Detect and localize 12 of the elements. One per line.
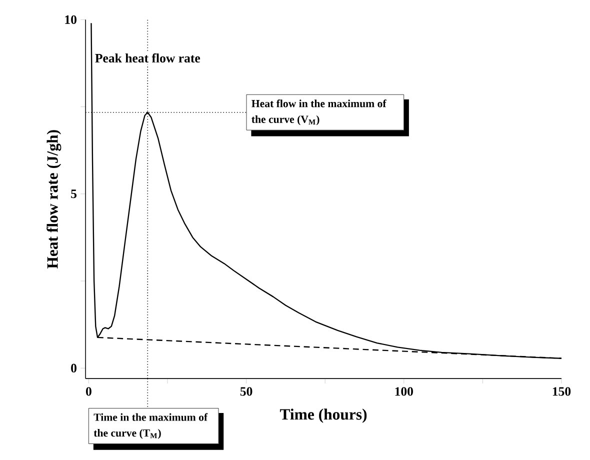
x-axis-title: Time (hours) [280, 408, 367, 423]
y-tick-label: 10 [65, 15, 76, 24]
y-tick-label: 0 [71, 364, 76, 372]
y-tick-label: 5 [71, 190, 76, 198]
ref-line-label: Heat flow in the maximum of the curve (V$_{M}$) [252, 99, 386, 126]
x-tick-label: 50 [240, 387, 252, 396]
x-tick-label: 0 [86, 387, 92, 396]
annotation: Peak heat flow rate [95, 53, 200, 62]
x-tick-label: 150 [552, 387, 571, 396]
ref-line-label: Time in the maximum of the curve (T$_{M}$) [94, 413, 208, 439]
y-axis-title: Heat flow rate (J/gh) [46, 130, 62, 268]
x-tick-label: 100 [395, 387, 413, 396]
